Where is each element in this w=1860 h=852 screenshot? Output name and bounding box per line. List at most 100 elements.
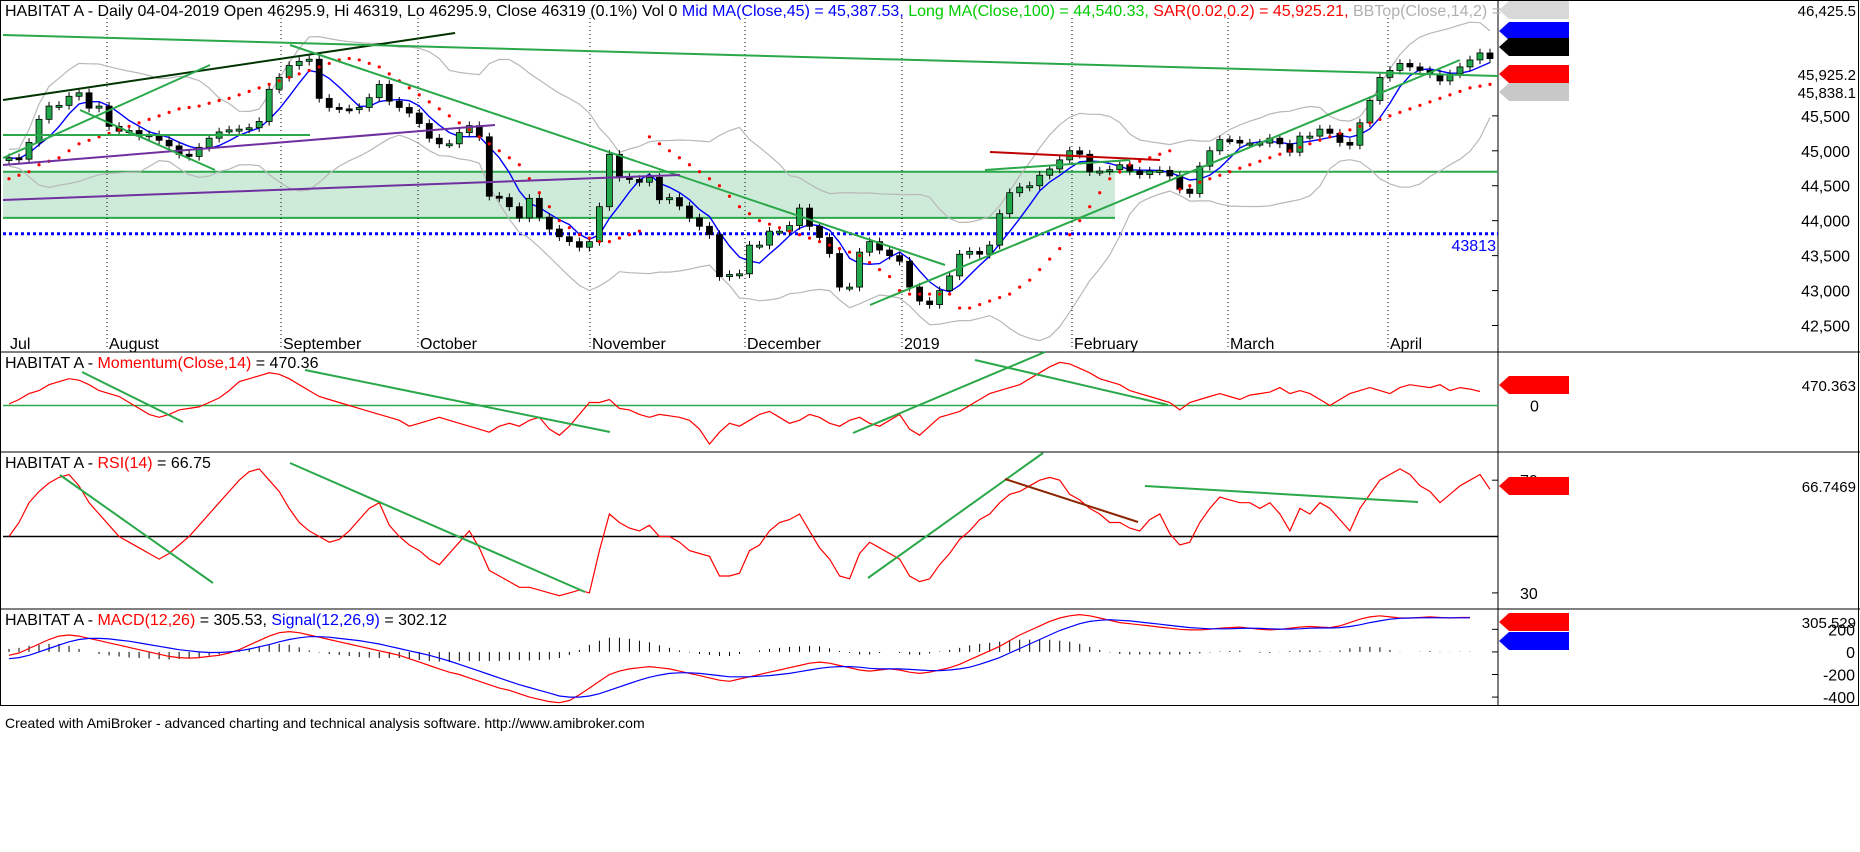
trend-line	[2, 34, 1499, 77]
candle	[776, 230, 783, 234]
sar-dot	[657, 142, 662, 146]
sar-dot	[1448, 93, 1452, 97]
sar-dot	[37, 163, 41, 167]
sar-dot	[87, 138, 91, 142]
sar-dot	[617, 236, 622, 240]
sar-dot	[707, 177, 712, 181]
candle	[766, 230, 773, 246]
sar-dot	[1438, 96, 1442, 100]
candle	[485, 136, 493, 197]
candle	[896, 255, 904, 262]
x-axis-label: September	[283, 336, 362, 353]
candle	[1106, 169, 1114, 173]
candle	[1136, 170, 1144, 175]
price-badge	[1499, 1, 1569, 19]
candle	[606, 153, 613, 208]
candle	[726, 274, 733, 277]
header-part: HABITAT A -	[5, 612, 97, 629]
macd-badge-label: 305.529	[1802, 615, 1856, 632]
sar-dot	[1468, 86, 1472, 90]
candle	[315, 58, 323, 99]
candle	[986, 244, 994, 255]
candle	[1306, 135, 1314, 139]
rsi-badge-label: 66.7469	[1802, 479, 1856, 496]
price-header: HABITAT A - Daily 04-04-2019 Open 46295.…	[5, 3, 1568, 20]
candle	[696, 217, 703, 227]
header-part: SAR(0.02,0.2) = 45,925.21,	[1153, 3, 1353, 20]
trend-line	[2, 124, 496, 166]
sar-dot	[827, 243, 832, 247]
sar-dot	[697, 170, 702, 174]
signal-line	[8, 617, 1470, 698]
price-badge	[1499, 83, 1569, 101]
sar-dot	[327, 61, 331, 66]
trend-line	[2, 32, 456, 101]
momentum-header: HABITAT A - Momentum(Close,14) = 470.36	[5, 355, 319, 372]
candle	[1016, 186, 1024, 194]
candle	[1366, 100, 1374, 124]
candle	[936, 290, 944, 305]
candle	[1476, 52, 1484, 61]
candle	[335, 107, 343, 110]
sar-dot	[247, 89, 251, 93]
candle	[1026, 185, 1034, 189]
candle	[676, 197, 683, 207]
rsi-trend-line	[289, 462, 586, 593]
candle	[435, 137, 443, 145]
candle	[575, 241, 583, 248]
x-axis-label: February	[1074, 336, 1138, 353]
candle	[636, 179, 643, 183]
sar-dot	[1458, 89, 1462, 93]
candle	[1356, 122, 1364, 146]
price-badge	[1499, 22, 1569, 40]
candle	[856, 251, 863, 288]
candle	[45, 105, 53, 120]
trend-line	[79, 109, 216, 171]
level-line-label: 43813	[1452, 238, 1497, 255]
candle	[585, 241, 593, 248]
candle	[1046, 168, 1054, 176]
sar-dot	[1038, 268, 1042, 272]
candle	[946, 275, 954, 291]
sar-dot	[177, 107, 181, 111]
sar-dot	[908, 292, 912, 296]
candle	[505, 197, 513, 208]
candle	[545, 216, 553, 230]
price-badge	[1499, 38, 1569, 56]
sar-dot	[807, 236, 812, 240]
momentum-tick-label: 0	[1530, 398, 1539, 415]
sar-dot	[507, 156, 511, 160]
sar-dot	[817, 240, 822, 244]
candle	[265, 88, 273, 122]
candle	[1096, 170, 1104, 174]
candle	[846, 286, 853, 290]
trend-line	[2, 64, 211, 159]
candle	[455, 132, 463, 145]
sar-dot	[27, 170, 31, 174]
candle	[85, 92, 93, 109]
candle	[65, 95, 73, 106]
rsi-trend-line	[867, 452, 1044, 579]
candle	[1196, 165, 1204, 194]
price-tick-label: 42,500	[1801, 319, 1850, 336]
candle	[355, 107, 363, 110]
price-tick-label: 43,500	[1801, 249, 1850, 266]
candle	[836, 253, 843, 288]
sar-dot	[837, 247, 842, 251]
price-tick-label: 43,000	[1801, 284, 1850, 301]
sar-dot	[117, 128, 121, 132]
candle	[275, 77, 283, 90]
candle	[395, 100, 403, 108]
candle	[616, 153, 623, 178]
sar-dot	[607, 240, 612, 244]
candle	[75, 92, 83, 97]
sar-dot	[67, 149, 71, 153]
candle	[1146, 170, 1154, 175]
x-axis-label: October	[420, 336, 478, 353]
sar-dot	[797, 233, 802, 237]
candle	[245, 127, 253, 131]
candle	[555, 228, 563, 238]
candle	[876, 241, 883, 251]
